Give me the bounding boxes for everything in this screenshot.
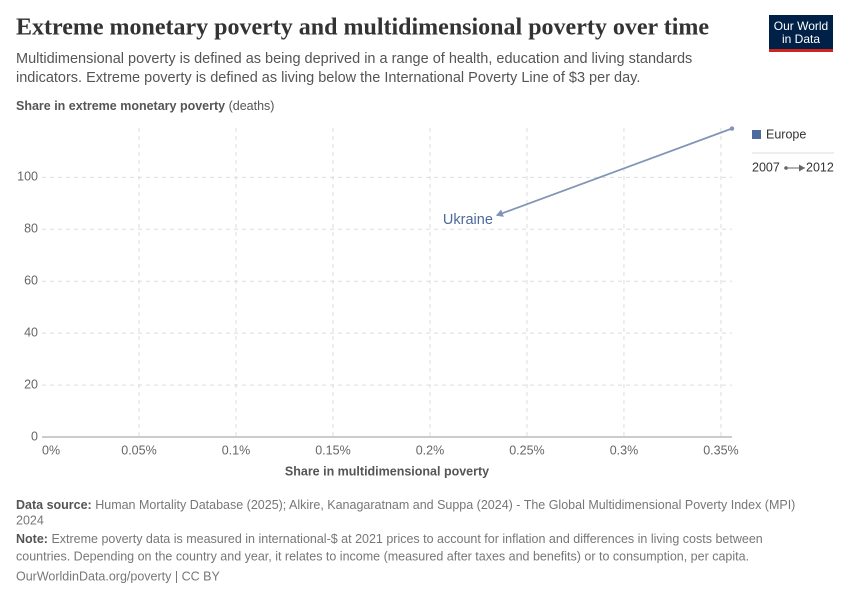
logo[interactable]	[769, 15, 833, 52]
x-tick-label: 0.2%	[416, 443, 445, 457]
note-text: Extreme poverty data is measured in inte…	[51, 532, 762, 546]
chart-title: Extreme monetary poverty and multidimens…	[16, 15, 709, 41]
y-axis-title: Share in extreme monetary poverty	[16, 99, 225, 113]
source-text: Human Mortality Database (2025); Alkire,…	[95, 498, 795, 512]
legend-year: 2012	[806, 160, 834, 174]
logo-bar	[769, 49, 833, 52]
x-tick-label: 0.1%	[222, 443, 251, 457]
logo-text: Our World	[774, 19, 828, 33]
legend-swatch	[752, 130, 761, 139]
note-label: Note:	[16, 532, 48, 546]
y-axis-unit: (deaths)	[229, 99, 275, 113]
source: Data source: Human Mortality Database (2…	[16, 498, 795, 512]
source-label: Data source:	[16, 498, 92, 512]
y-tick-label: 20	[24, 377, 38, 391]
subtitle: indicators. Extreme poverty is defined a…	[16, 70, 640, 86]
y-tick-label: 100	[17, 170, 38, 184]
y-tick-label: 0	[31, 429, 38, 443]
x-tick-label: 0%	[42, 443, 60, 457]
x-tick-label: 0.15%	[315, 443, 350, 457]
logo-text: in Data	[782, 32, 820, 46]
y-axis-label: Share in extreme monetary poverty (death…	[16, 99, 274, 113]
note: countries. Depending on the country and …	[16, 549, 749, 563]
subtitle: Multidimensional poverty is defined as b…	[16, 51, 692, 67]
x-tick-label: 0.3%	[610, 443, 639, 457]
series-label: Ukraine	[443, 212, 493, 228]
source: 2024	[16, 513, 44, 527]
x-tick-label: 0.25%	[509, 443, 544, 457]
legend-year: 2007	[752, 160, 780, 174]
point	[729, 126, 735, 131]
series-line	[495, 127, 733, 217]
x-tick-label: 0.35%	[703, 443, 738, 457]
x-tick-label: 0.05%	[121, 443, 156, 457]
note: Note: Extreme poverty data is measured i…	[16, 532, 763, 546]
legend-label[interactable]: Europe	[766, 127, 806, 141]
x-axis-label: Share in multidimensional poverty	[285, 464, 489, 478]
y-tick-label: 40	[24, 325, 38, 339]
y-tick-label: 80	[24, 222, 38, 236]
footer[interactable]: OurWorldinData.org/poverty | CC BY	[16, 569, 220, 583]
y-tick-label: 60	[24, 273, 38, 287]
